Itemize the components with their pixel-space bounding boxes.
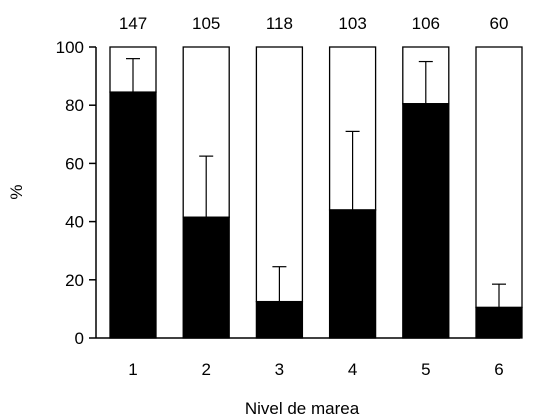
- bar-fill: [475, 306, 523, 339]
- bar-remainder: [475, 46, 523, 309]
- bar-fill: [328, 209, 377, 339]
- bars-group: [109, 46, 523, 339]
- y-tick-label: 0: [75, 329, 84, 348]
- bar-fill: [182, 216, 230, 339]
- bar-fill: [255, 300, 304, 339]
- bar-top-label: 147: [119, 14, 147, 33]
- bar-top-label: 106: [412, 14, 440, 33]
- x-tick-label: 1: [128, 360, 137, 379]
- bar-fill: [402, 103, 450, 339]
- x-tick-label: 2: [201, 360, 210, 379]
- y-axis-label: %: [7, 184, 26, 199]
- x-tick-label: 6: [494, 360, 503, 379]
- y-ticks-group: 0 20 40 60 80 100: [56, 38, 96, 348]
- axes-group: [95, 47, 520, 339]
- y-tick-label: 20: [65, 271, 84, 290]
- bar-fill: [109, 91, 157, 339]
- x-tick-label: 5: [421, 360, 430, 379]
- y-tick-label: 60: [65, 154, 84, 173]
- bar-top-label: 103: [338, 14, 366, 33]
- bar-remainder: [255, 46, 304, 303]
- y-tick-label: 40: [65, 213, 84, 232]
- x-tick-label: 3: [275, 360, 284, 379]
- bar-top-label: 60: [490, 14, 509, 33]
- x-tick-label: 4: [348, 360, 357, 379]
- y-tick-label: 100: [56, 38, 84, 57]
- bar-top-label: 105: [192, 14, 220, 33]
- bar-top-label: 118: [266, 14, 293, 33]
- x-ticks-group: 1 2 3 4 5 6: [128, 360, 503, 379]
- y-tick-label: 80: [65, 96, 84, 115]
- top-labels-group: 147 105 118 103 106 60: [119, 14, 509, 33]
- x-axis-label: Nivel de marea: [245, 399, 360, 418]
